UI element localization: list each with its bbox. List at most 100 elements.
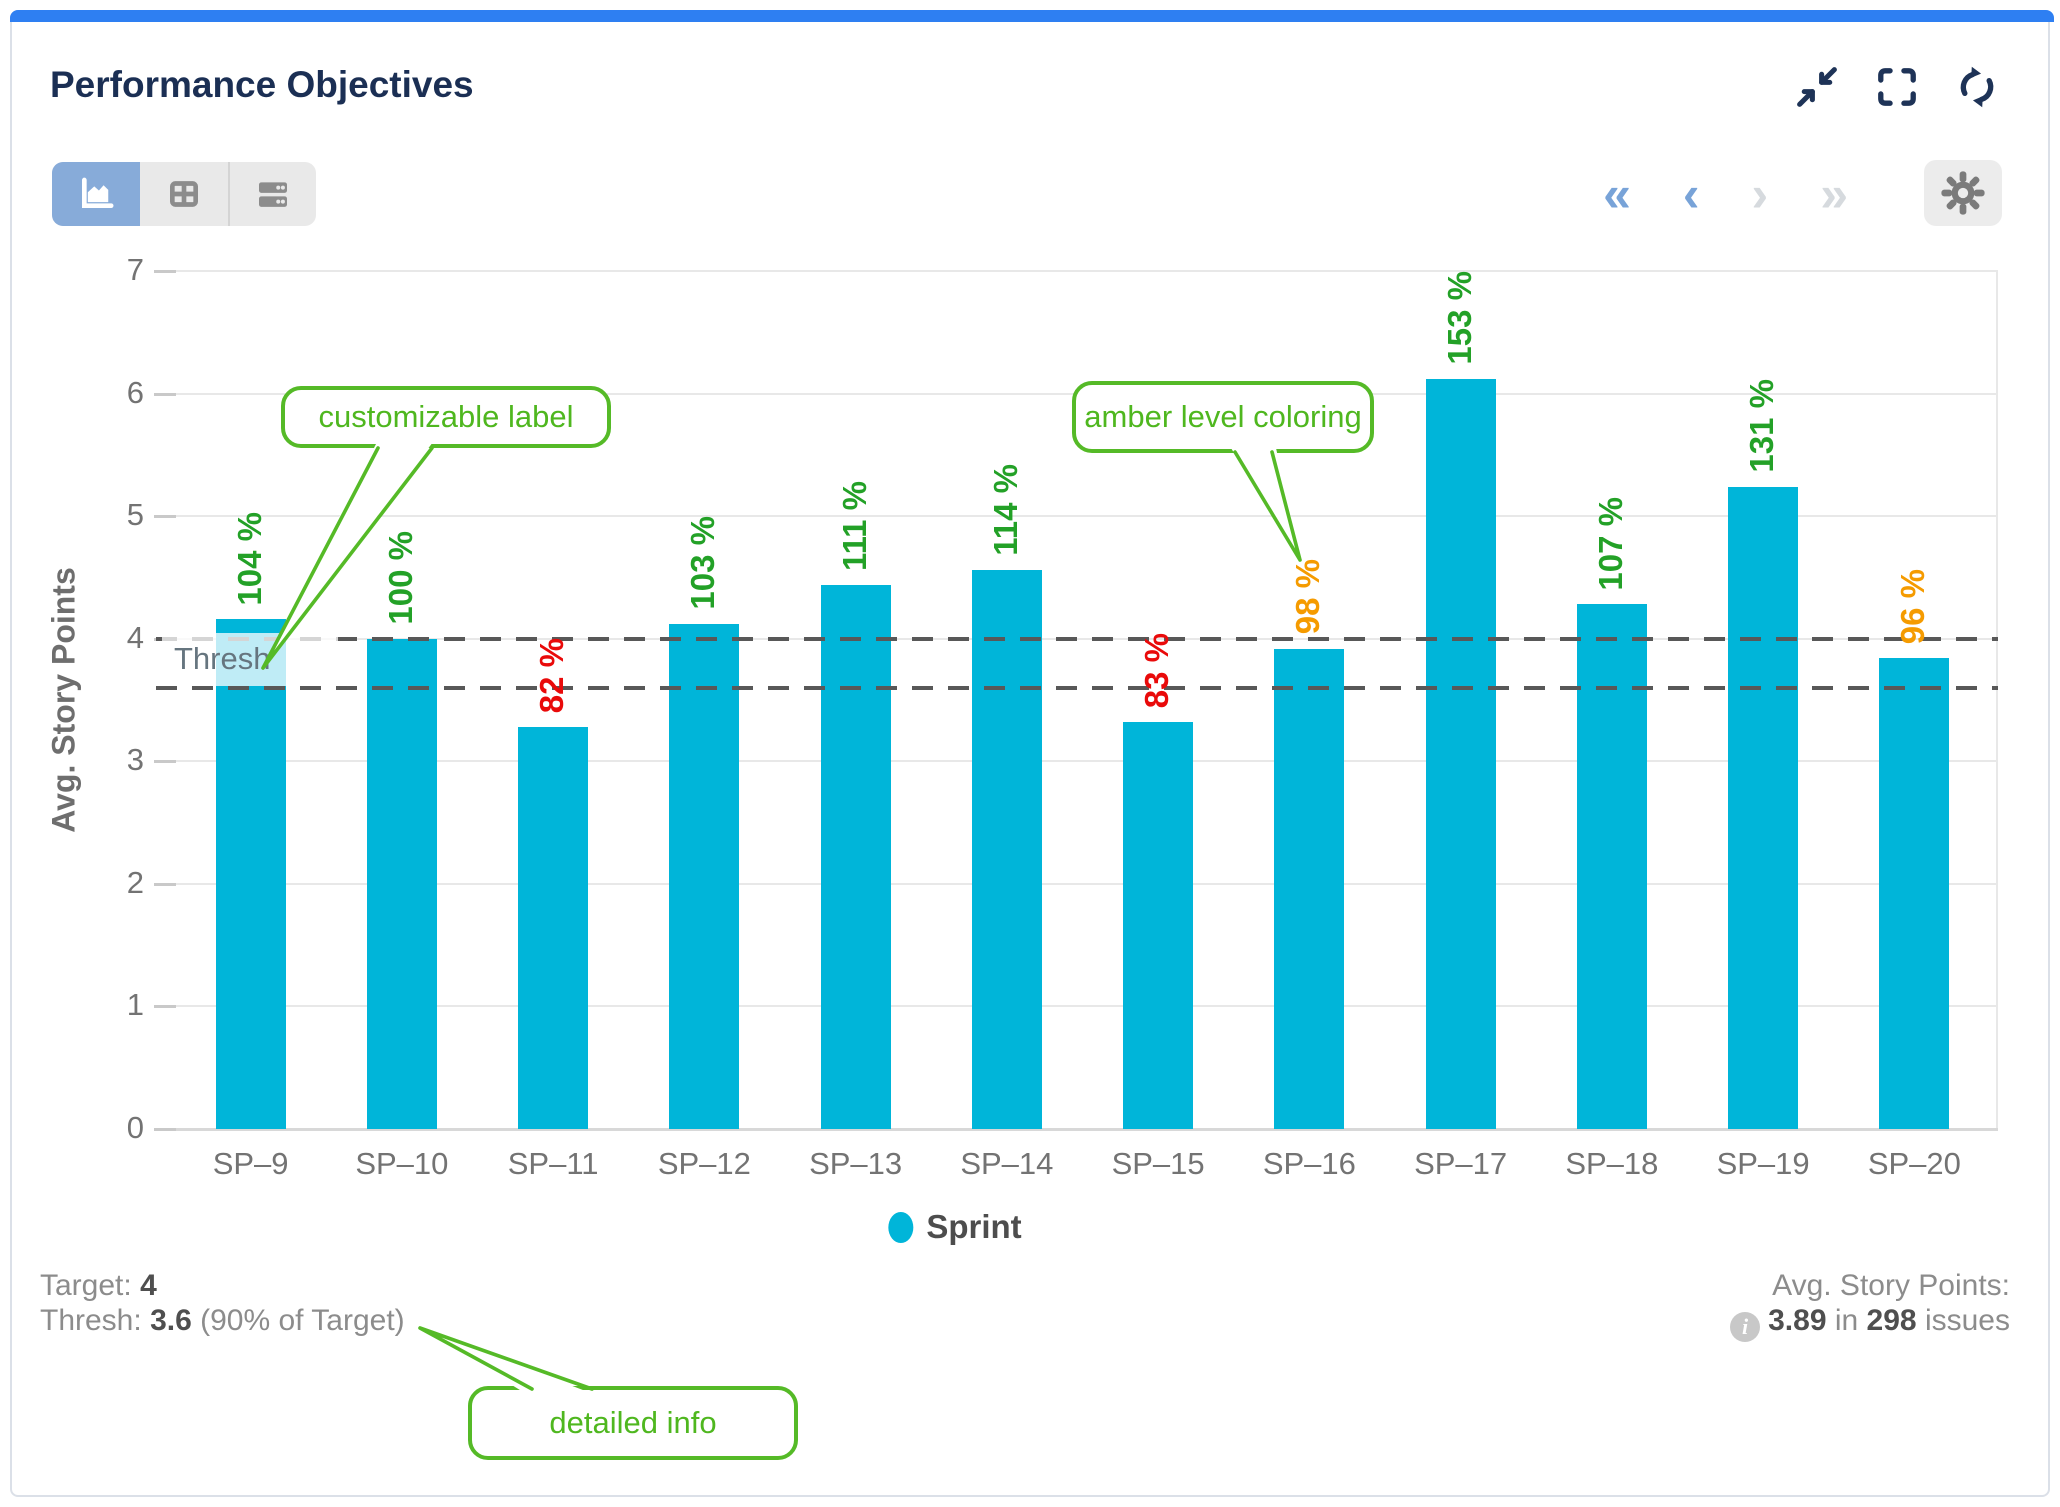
chart-bar-SP–19[interactable]	[1728, 486, 1799, 1129]
avg-story-points-info: Avg. Story Points: i 3.89 in 298 issues	[1730, 1268, 2010, 1342]
gadget-card: Performance Objectives	[10, 10, 2054, 1497]
bar-value-label-SP–15: 83 %	[1138, 632, 1176, 709]
y-tick-1	[154, 1005, 176, 1009]
bar-value-label-SP–13: 111 %	[835, 480, 873, 571]
legend-label: Sprint	[926, 1208, 1022, 1245]
next-page-button[interactable]: ›	[1751, 166, 1769, 222]
x-axis-label-SP–13: SP–13	[809, 1146, 903, 1181]
legend-item-sprint[interactable]: Sprint	[888, 1208, 1022, 1246]
callout-amber-level-coloring: amber level coloring	[1072, 381, 1374, 453]
y-tick-label-4: 4	[126, 619, 144, 655]
callout-text: detailed info	[549, 1405, 717, 1440]
view-switcher	[52, 162, 316, 226]
y-tick-5	[154, 515, 176, 519]
area-chart-view-icon	[82, 177, 114, 209]
chart-bar-SP–10[interactable]	[366, 638, 437, 1129]
gridline-7	[176, 270, 1998, 272]
gridline-0	[176, 1128, 1998, 1131]
x-axis-label-SP–15: SP–15	[1111, 1146, 1205, 1181]
chart-bar-SP–14[interactable]	[971, 570, 1042, 1129]
compress-icon[interactable]	[1794, 64, 1840, 110]
x-axis-label-SP–20: SP–20	[1867, 1146, 1961, 1181]
x-axis-label-SP–19: SP–19	[1716, 1146, 1810, 1181]
page-title: Performance Objectives	[50, 64, 474, 105]
x-axis-label-SP–12: SP–12	[657, 1146, 751, 1181]
chart-bar-SP–15[interactable]	[1123, 722, 1194, 1129]
list-view-icon	[259, 182, 287, 207]
chart-bar-SP–20[interactable]	[1879, 658, 1950, 1129]
y-tick-label-6: 6	[126, 374, 144, 410]
bar-value-label-SP–20: 96 %	[1894, 569, 1932, 645]
x-axis-label-SP–9: SP–9	[212, 1146, 289, 1181]
callout-text: amber level coloring	[1084, 399, 1362, 434]
y-axis-title: Avg. Story Points	[45, 567, 82, 833]
y-tick-3	[154, 760, 176, 764]
x-axis-label-SP–18: SP–18	[1565, 1146, 1659, 1181]
callout-detailed-info: detailed info	[468, 1386, 798, 1460]
y-tick-label-0: 0	[126, 1110, 144, 1145]
chart-bar-SP–16[interactable]	[1274, 648, 1345, 1129]
bar-value-label-SP–9: 104 %	[230, 511, 268, 606]
y-tick-0	[154, 1128, 176, 1131]
chart-bar-SP–9[interactable]	[215, 619, 286, 1129]
refresh-icon[interactable]	[1954, 64, 2000, 110]
y-tick-label-1: 1	[126, 987, 144, 1023]
bar-value-label-SP–11: 82 %	[533, 637, 571, 713]
callout-customizable-label: customizable label	[281, 386, 611, 448]
bar-value-label-SP–12: 103 %	[684, 516, 722, 611]
y-tick-label-3: 3	[126, 742, 144, 778]
chart-bar-SP–11[interactable]	[518, 726, 589, 1129]
window-controls	[1794, 64, 2000, 110]
bar-value-label-SP–19: 131 %	[1743, 379, 1781, 473]
x-axis-label-SP–14: SP–14	[960, 1146, 1054, 1181]
callout-text: customizable label	[318, 399, 574, 434]
bar-value-label-SP–14: 114 %	[986, 464, 1024, 557]
first-page-button[interactable]: «	[1603, 166, 1631, 222]
bar-value-label-SP–10: 100 %	[381, 531, 419, 625]
gridline-5	[176, 515, 1998, 518]
target-line-info: Target: 4	[40, 1269, 157, 1302]
plot-right-border	[1996, 271, 1998, 1131]
settings-button[interactable]	[1924, 160, 2002, 226]
y-tick-label-2: 2	[126, 864, 144, 900]
thresh-line-label: Thresh	[162, 632, 338, 686]
x-axis-label-SP–17: SP–17	[1414, 1146, 1508, 1181]
bar-value-label-SP–17: 153 %	[1440, 271, 1478, 365]
y-tick-label-5: 5	[126, 497, 144, 533]
y-tick-label-7: 7	[126, 252, 144, 287]
thresh-line	[156, 685, 1998, 690]
x-axis-label-SP–10: SP–10	[355, 1146, 449, 1181]
area-chart-view-button[interactable]	[52, 162, 140, 226]
gridline-3	[176, 760, 1998, 763]
avg-story-points-label: Avg. Story Points:	[1772, 1269, 2010, 1302]
list-view-button[interactable]	[228, 162, 316, 226]
gridline-1	[176, 1005, 1998, 1008]
y-tick-2	[154, 882, 176, 886]
y-tick-7	[154, 270, 176, 273]
table-view-button[interactable]	[140, 162, 228, 226]
gridline-2	[176, 882, 1998, 885]
legend-marker	[888, 1211, 914, 1243]
y-tick-6	[154, 392, 176, 396]
thresh-line-info: Thresh: 3.6 (90% of Target)	[40, 1304, 405, 1337]
chart-bar-SP–17[interactable]	[1425, 378, 1496, 1129]
chart-bar-SP–12[interactable]	[669, 624, 740, 1129]
gear-icon	[1941, 171, 1985, 215]
bar-value-label-SP–16: 98 %	[1289, 559, 1327, 635]
chart-bar-SP–18[interactable]	[1576, 604, 1647, 1129]
sprint-pagination: « ‹ › »	[1603, 162, 1848, 226]
card-accent-bar	[10, 10, 2054, 22]
fullscreen-icon[interactable]	[1874, 64, 1920, 110]
avg-story-points-value: i 3.89 in 298 issues	[1730, 1303, 2010, 1342]
x-axis-label-SP–11: SP–11	[507, 1146, 599, 1181]
chart-bar-SP–13[interactable]	[820, 584, 891, 1129]
prev-page-button[interactable]: ‹	[1682, 166, 1700, 222]
info-icon[interactable]: i	[1730, 1311, 1761, 1342]
threshold-info: Target: 4 Thresh: 3.6 (90% of Target)	[40, 1268, 405, 1338]
x-axis-label-SP–16: SP–16	[1262, 1146, 1356, 1181]
bar-value-label-SP–18: 107 %	[1591, 496, 1629, 591]
target-line	[156, 636, 1998, 641]
last-page-button[interactable]: »	[1820, 166, 1848, 222]
